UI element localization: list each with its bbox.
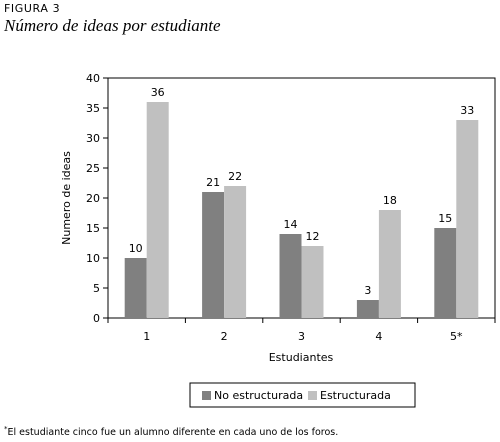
data-label: 18: [383, 194, 397, 207]
y-tick-label: 10: [86, 252, 100, 265]
x-tick-label: 1: [143, 330, 150, 343]
y-tick-label: 40: [86, 72, 100, 85]
figure-title: Número de ideas por estudiante: [4, 16, 221, 35]
bars: [124, 102, 479, 318]
data-label: 14: [284, 218, 298, 231]
y-axis-title: Numero de ideas: [60, 151, 73, 245]
bar: [356, 300, 379, 318]
y-tick-label: 20: [86, 192, 100, 205]
data-label: 33: [460, 104, 474, 117]
footnote-mark: *: [4, 424, 8, 433]
legend-label: Estructurada: [320, 389, 391, 402]
bar: [124, 258, 147, 318]
data-label: 15: [438, 212, 452, 225]
data-label: 36: [151, 86, 165, 99]
data-label: 21: [206, 176, 220, 189]
x-axis-title: Estudiantes: [269, 351, 334, 364]
y-tick-label: 0: [93, 312, 100, 325]
bar: [434, 228, 457, 318]
footnote-text: El estudiante cinco fue un alumno difere…: [7, 427, 339, 438]
figure-label: FIGURA 3: [4, 2, 61, 15]
data-label: 22: [228, 170, 242, 183]
footnote: *El estudiante cinco fue un alumno difer…: [4, 424, 339, 438]
data-label: 12: [306, 230, 320, 243]
x-tick-label: 4: [375, 330, 382, 343]
x-tick-label: 5*: [450, 330, 463, 343]
data-label: 10: [129, 242, 143, 255]
legend-box: [189, 382, 416, 408]
y-tick-label: 5: [93, 282, 100, 295]
legend-label: No estructurada: [214, 389, 303, 402]
x-axis: 1 2 3 4 5*: [107, 318, 496, 343]
bar: [224, 186, 247, 318]
x-tick-label: 2: [221, 330, 228, 343]
bar: [301, 246, 324, 318]
data-label: 3: [364, 284, 371, 297]
x-tick-label: 3: [298, 330, 305, 343]
legend: No estructurada Estructurada: [189, 382, 416, 408]
legend-swatch: [308, 391, 317, 400]
bar: [456, 120, 479, 318]
y-tick-label: 25: [86, 162, 100, 175]
y-tick-label: 15: [86, 222, 100, 235]
bar: [378, 210, 401, 318]
bar: [202, 192, 225, 318]
y-tick-label: 35: [86, 102, 100, 115]
y-axis: 0 5 10 15 20 25 30 35 40: [86, 72, 108, 325]
bar: [146, 102, 169, 318]
legend-swatch: [202, 391, 211, 400]
value-labels: 10 36 21 22 14 12 3 18 15 33: [129, 86, 475, 297]
bar: [279, 234, 302, 318]
y-tick-label: 30: [86, 132, 100, 145]
